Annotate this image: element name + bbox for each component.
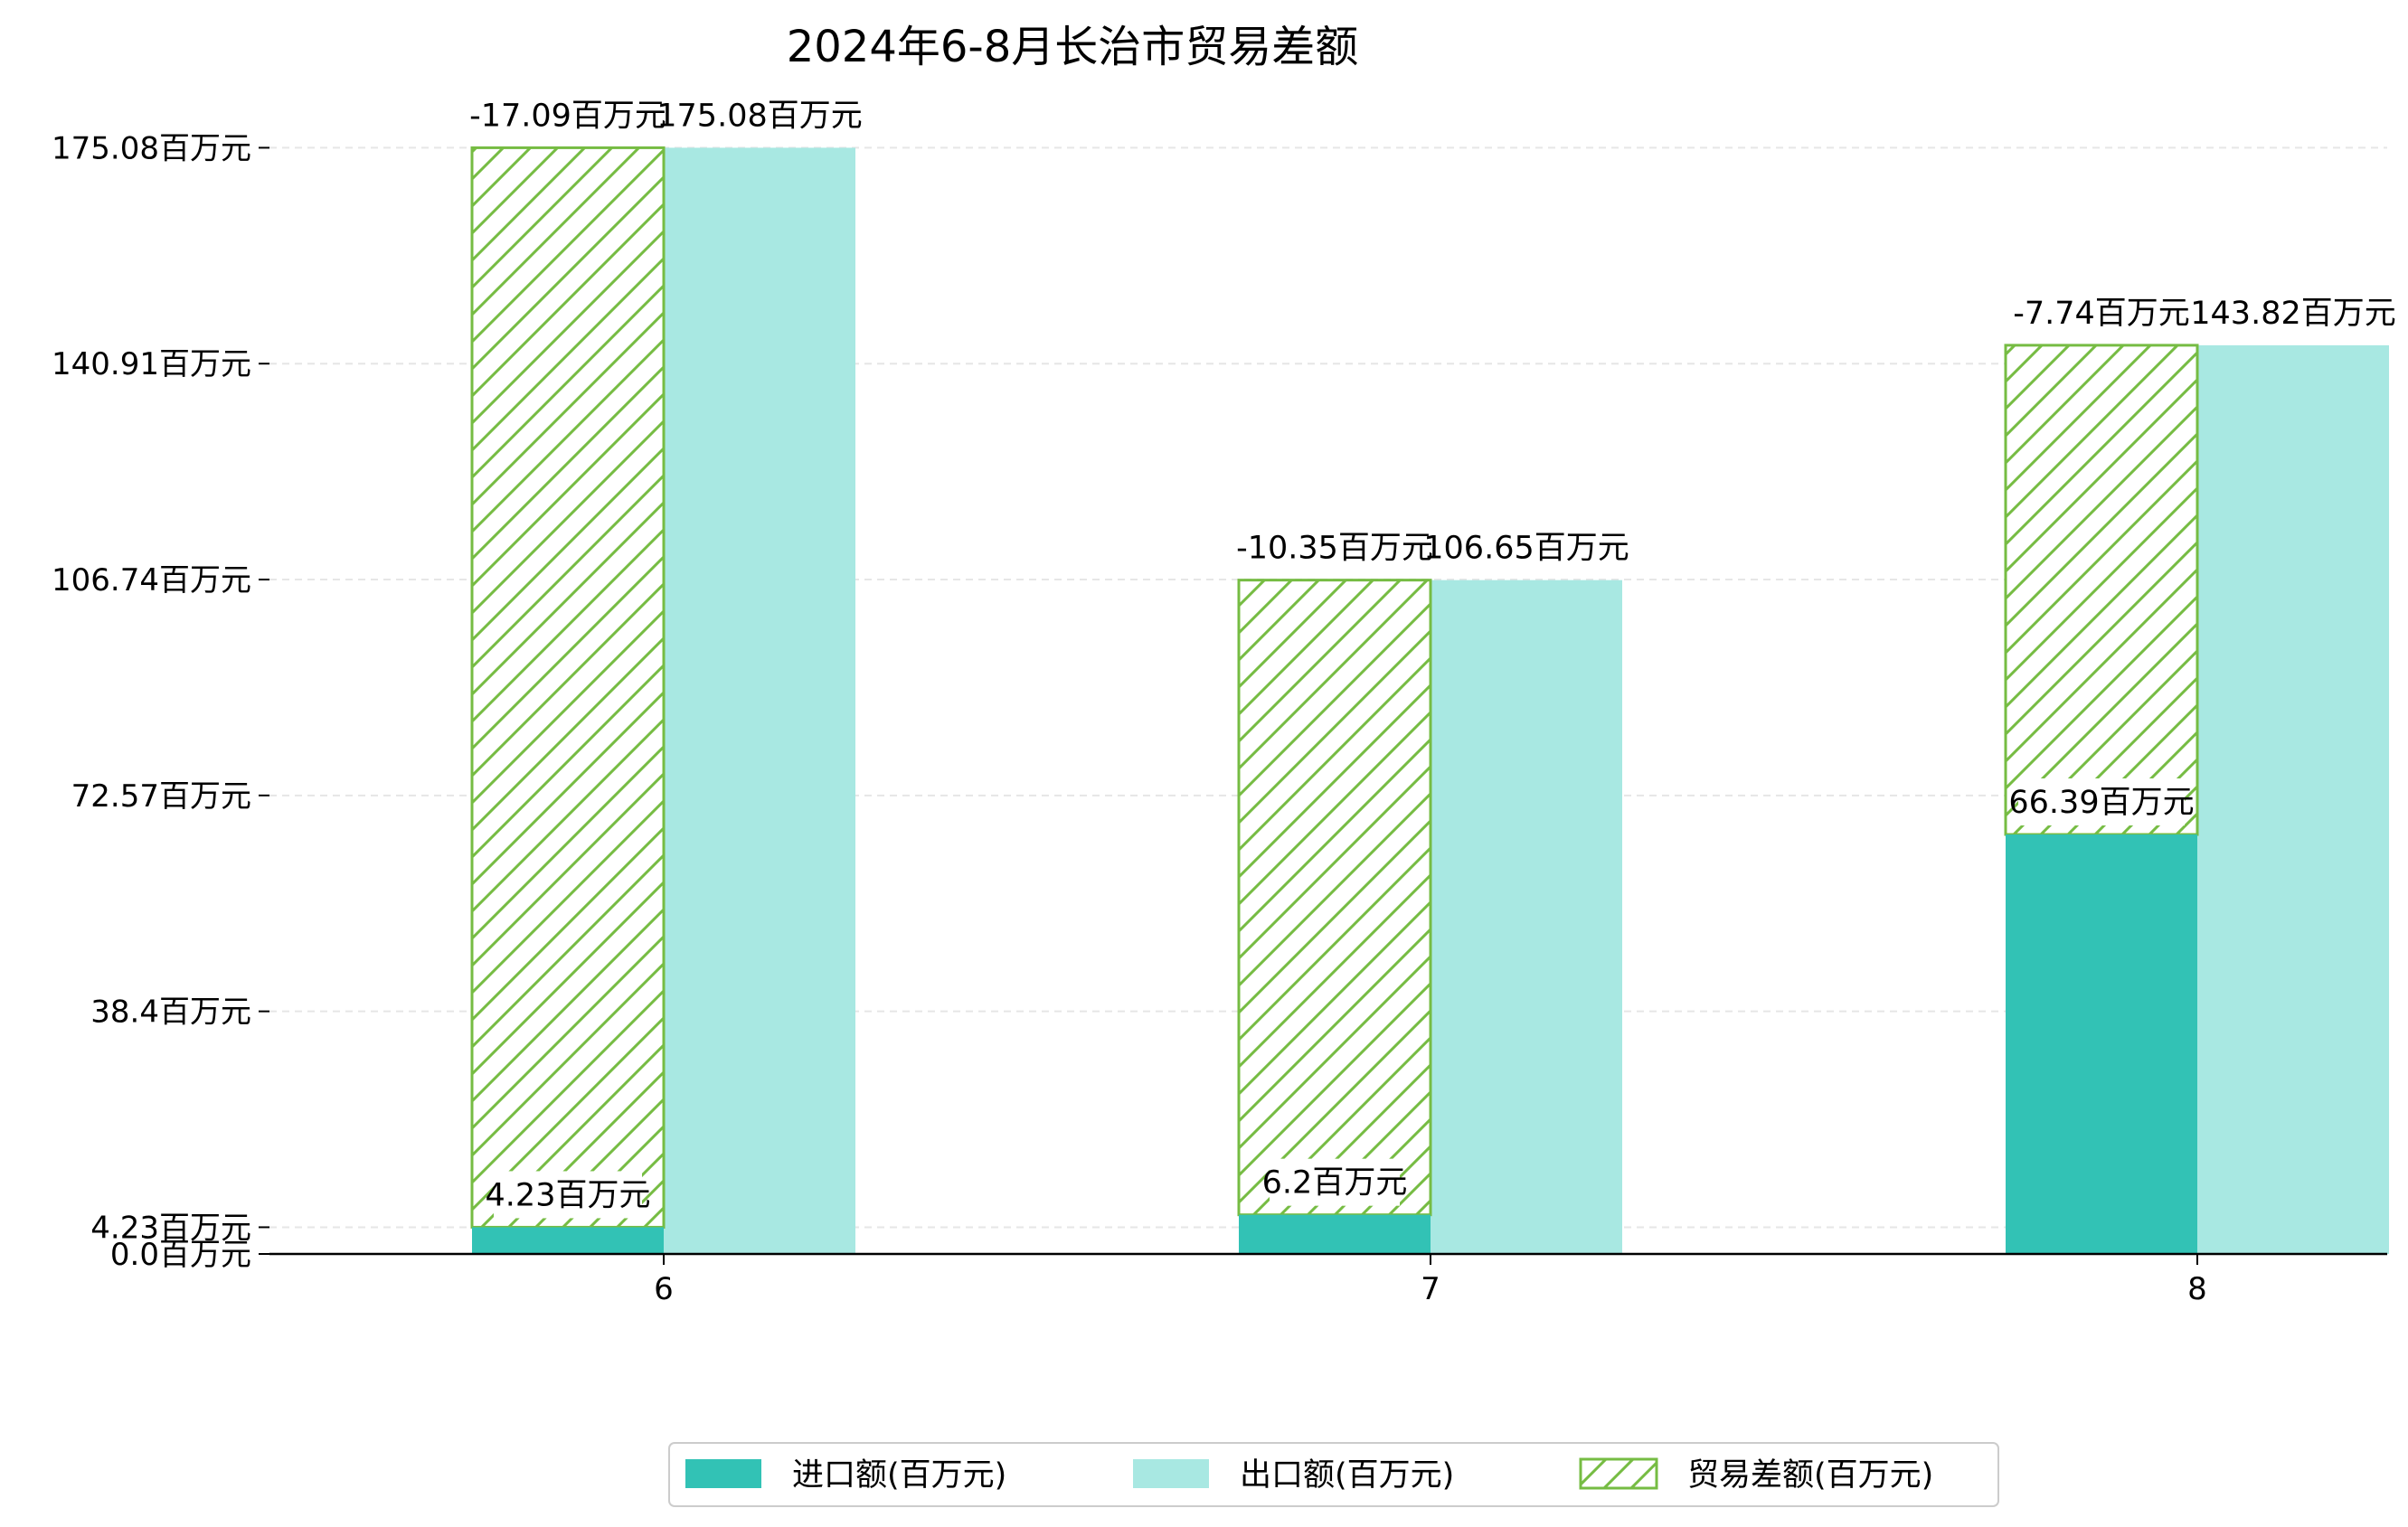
data-label: 143.82百万元 (2190, 296, 2395, 332)
bar-import (2006, 834, 2197, 1254)
bar-trade-balance (2004, 344, 2199, 836)
legend-swatch (1133, 1459, 1209, 1488)
legend-swatch (685, 1459, 761, 1488)
data-label: -10.35百万元 (1236, 531, 1433, 567)
axes: 0.0百万元4.23百万元38.4百万元72.57百万元106.74百万元140… (52, 130, 2387, 1307)
y-tick-label: 140.91百万元 (52, 346, 251, 382)
chart-title: 2024年6-8月长治市贸易差额 (787, 22, 1359, 72)
bar-import (1239, 1214, 1431, 1254)
bar-export (1431, 580, 1622, 1254)
data-label: 4.23百万元 (486, 1177, 651, 1213)
trade-balance-label: -7.74百万元 (2013, 288, 2190, 336)
trade-balance-label: -17.09百万元 (469, 91, 666, 139)
data-label-bg (1434, 523, 1619, 571)
data-label-bg (1270, 1158, 1400, 1206)
data-label: 175.08百万元 (656, 98, 862, 134)
export-label: 143.82百万元 (2190, 288, 2396, 336)
data-label-bg (1242, 523, 1427, 571)
data-label-bg (494, 1171, 642, 1219)
data-label-bg (2201, 288, 2385, 336)
data-label: 66.39百万元 (2008, 785, 2194, 821)
trade-balance-label: -10.35百万元 (1236, 523, 1433, 571)
data-labels: 4.23百万元 175.08百万元-17.09百万元 6.2百万元 106.65百万元… (469, 91, 2396, 1219)
data-label: -17.09百万元 (469, 98, 666, 134)
bar-export (2197, 344, 2389, 1254)
data-label-bg (2018, 778, 2185, 826)
x-tick-label: 6 (654, 1271, 674, 1307)
legend: 进口额(百万元) 出口额(百万元) 贸易差额(百万元) (668, 1442, 1999, 1507)
y-tick-label: 4.23百万元 (90, 1210, 251, 1246)
legend-box (668, 1442, 1999, 1507)
y-tick-label: 38.4百万元 (90, 994, 251, 1031)
data-label: -7.74百万元 (2013, 296, 2190, 332)
legend-label: 贸易差额(百万元) (1687, 1457, 1933, 1494)
import-label: 66.39百万元 (2008, 778, 2195, 826)
bars (470, 146, 2389, 1254)
data-label: 106.65百万元 (1423, 531, 1629, 567)
legend-swatch (1579, 1457, 1658, 1490)
y-tick-label: 106.74百万元 (52, 562, 251, 599)
bar-trade-balance (1237, 579, 1432, 1217)
legend-label: 进口额(百万元) (792, 1457, 1006, 1494)
bar-import (472, 1227, 664, 1254)
bar-export (664, 147, 855, 1254)
legend-item-import: 进口额(百万元) (685, 1457, 1006, 1494)
data-label-bg (667, 91, 852, 139)
bar-trade-balance (470, 146, 666, 1229)
y-tick-label: 72.57百万元 (71, 778, 251, 815)
data-label-bg (476, 91, 660, 139)
data-label-bg (2018, 288, 2185, 336)
import-label: 4.23百万元 (486, 1171, 651, 1219)
import-label: 6.2百万元 (1262, 1158, 1408, 1206)
export-label: 175.08百万元 (656, 91, 863, 139)
data-label: 6.2百万元 (1262, 1165, 1408, 1202)
y-tick-label: 0.0百万元 (110, 1237, 251, 1273)
legend-item-export: 出口额(百万元) (1133, 1457, 1454, 1494)
x-tick-label: 8 (2187, 1271, 2207, 1307)
legend-label: 出口额(百万元) (1240, 1457, 1454, 1494)
x-tick-label: 7 (1421, 1271, 1440, 1307)
export-label: 106.65百万元 (1423, 523, 1629, 571)
legend-item-trade-balance: 贸易差额(百万元) (1579, 1457, 1933, 1494)
y-tick-label: 175.08百万元 (52, 130, 251, 166)
